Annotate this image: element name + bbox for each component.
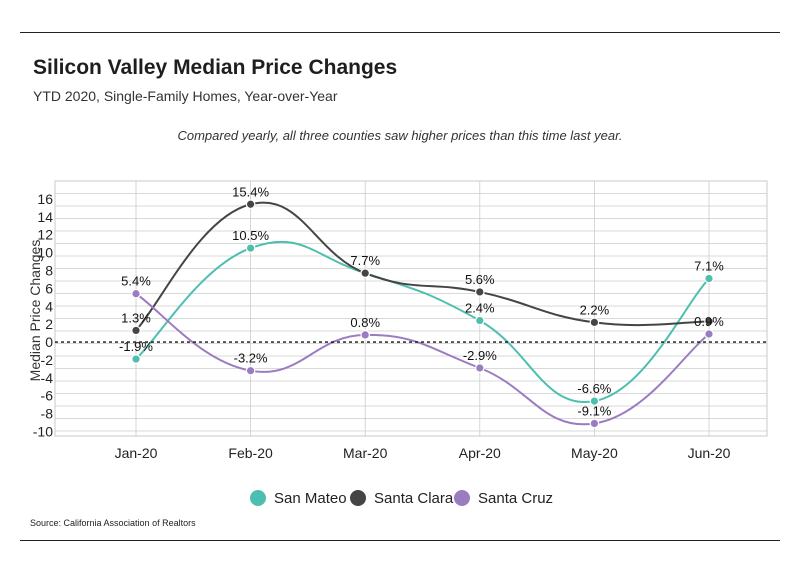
legend-label-san-mateo: San Mateo — [274, 490, 347, 507]
data-label-santa-clara: 1.3% — [121, 310, 151, 325]
data-label-san-mateo: 7.1% — [694, 259, 724, 274]
data-point-santa-clara — [131, 325, 141, 336]
series-line-santa-cruz — [135, 292, 710, 426]
top-rule — [20, 32, 780, 33]
data-label-santa-clara: 15.4% — [232, 184, 269, 199]
y-tick-label: 16 — [37, 191, 53, 207]
data-point-santa-clara — [474, 287, 485, 297]
data-label-santa-cruz: 5.4% — [121, 274, 151, 289]
data-label-san-mateo: 7.7% — [350, 253, 380, 268]
data-point-san-mateo — [704, 273, 714, 284]
bottom-rule — [20, 540, 780, 541]
y-tick-label: 2 — [45, 316, 53, 332]
data-point-santa-clara — [360, 268, 370, 278]
data-label-santa-cruz: -9.1% — [577, 403, 611, 418]
data-point-san-mateo — [131, 354, 141, 364]
source-note: Source: California Association of Realto… — [30, 518, 196, 528]
data-point-san-mateo — [474, 315, 485, 326]
data-point-santa-clara — [245, 199, 256, 210]
y-tick-label: -10 — [33, 424, 53, 440]
x-tick-label: Jan-20 — [115, 445, 158, 461]
data-point-san-mateo — [589, 396, 600, 406]
data-label-san-mateo: -1.9% — [119, 339, 153, 354]
legend-marker-santa-cruz — [454, 490, 470, 506]
legend-label-santa-cruz: Santa Cruz — [478, 490, 553, 507]
y-tick-label: 8 — [45, 262, 53, 278]
data-point-santa-clara — [589, 317, 600, 328]
plot-frame — [54, 180, 768, 437]
data-point-santa-cruz — [360, 330, 370, 340]
data-label-san-mateo: 10.5% — [232, 228, 269, 243]
data-point-santa-cruz — [704, 329, 714, 339]
data-point-santa-clara — [704, 316, 714, 327]
data-point-san-mateo — [245, 243, 256, 253]
data-point-santa-cruz — [474, 363, 485, 373]
data-label-santa-cruz: -2.9% — [463, 348, 497, 363]
y-tick-label: -8 — [41, 406, 54, 422]
y-tick-label: 12 — [37, 227, 53, 243]
y-tick-label: -4 — [41, 370, 54, 386]
data-point-santa-cruz — [131, 288, 141, 299]
series-line-san-mateo — [135, 240, 710, 404]
data-label-santa-cruz: 0.9% — [694, 314, 724, 329]
y-tick-label: 6 — [45, 280, 53, 296]
legend-marker-santa-clara — [350, 490, 366, 506]
data-label-san-mateo: -6.6% — [577, 381, 611, 396]
data-label-santa-clara: 2.2% — [580, 302, 610, 317]
chart-subtitle: YTD 2020, Single-Family Homes, Year-over… — [33, 88, 338, 104]
chart-annotation: Compared yearly, all three counties saw … — [177, 128, 623, 143]
x-tick-label: May-20 — [571, 445, 618, 461]
y-axis-label: Median Price Changes — [27, 240, 43, 382]
y-tick-label: 10 — [37, 245, 53, 261]
data-point-santa-cruz — [589, 418, 600, 429]
x-tick-label: Feb-20 — [228, 445, 273, 461]
y-tick-label: -2 — [41, 352, 54, 368]
legend-marker-san-mateo — [250, 490, 266, 506]
data-label-san-mateo: 2.4% — [465, 301, 495, 316]
data-label-santa-cruz: 0.8% — [350, 315, 380, 330]
chart-title: Silicon Valley Median Price Changes — [33, 56, 398, 79]
data-label-santa-clara: 5.6% — [465, 272, 495, 287]
y-tick-label: 14 — [37, 209, 53, 225]
legend-label-santa-clara: Santa Clara — [374, 490, 454, 507]
x-tick-label: Mar-20 — [343, 445, 388, 461]
data-label-santa-cruz: -3.2% — [234, 351, 268, 366]
y-tick-label: 4 — [45, 298, 53, 314]
x-tick-label: Apr-20 — [459, 445, 501, 461]
series-line-santa-clara — [135, 201, 710, 332]
y-tick-label: 0 — [45, 334, 53, 350]
data-point-santa-cruz — [245, 365, 256, 376]
y-tick-label: -6 — [41, 388, 54, 404]
x-tick-label: Jun-20 — [688, 445, 731, 461]
